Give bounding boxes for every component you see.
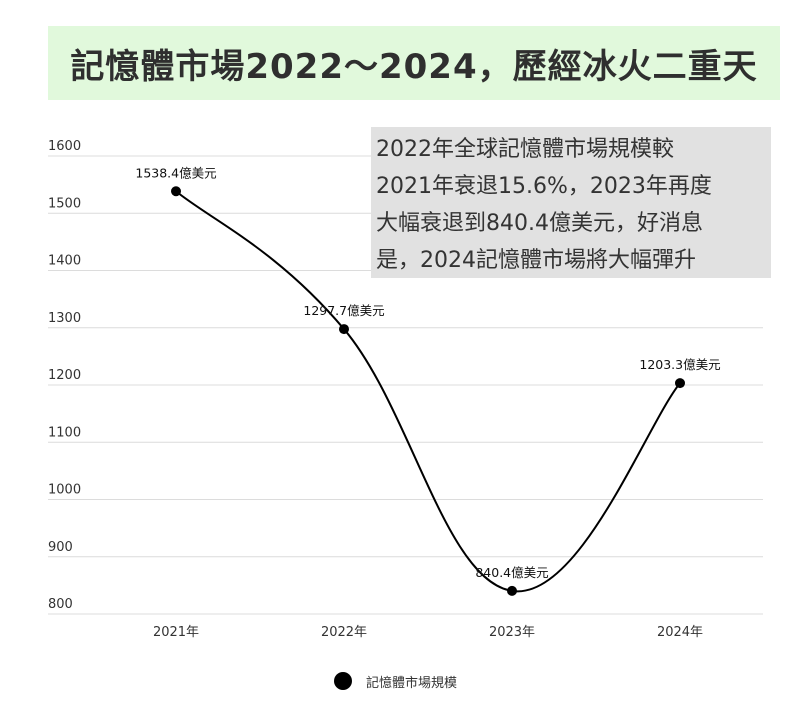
data-point-1 xyxy=(171,186,181,197)
legend: 記憶體市場規模 xyxy=(334,670,457,692)
data-label-1: 1538.4億美元 xyxy=(135,165,216,180)
x-tick-label-4: 2024年 xyxy=(657,625,703,640)
legend-marker-icon xyxy=(334,672,352,690)
series-line-group xyxy=(175,190,681,592)
data-label-2: 1297.7億美元 xyxy=(303,303,384,318)
y-tick-label-800: 800 xyxy=(48,597,73,612)
y-tick-label-1400: 1400 xyxy=(48,254,81,269)
y-tick-label-1000: 1000 xyxy=(48,483,81,498)
y-tick-label-1200: 1200 xyxy=(48,368,81,383)
y-tick-label-1300: 1300 xyxy=(48,311,81,326)
y-tick-label-1500: 1500 xyxy=(48,196,81,211)
x-axis-ticks: 2021年 2022年 2023年 2024年 xyxy=(153,625,703,640)
y-axis-ticks: 1600 1500 1400 1300 1200 1100 1000 900 800 xyxy=(48,139,81,612)
annotation-line-2: 2021年衰退15.6%，2023年再度 xyxy=(376,174,712,199)
data-point-2 xyxy=(339,324,349,335)
data-points xyxy=(171,186,685,596)
annotation-line-4: 是，2024記憶體市場將大幅彈升 xyxy=(376,248,696,273)
annotation-line-1: 2022年全球記憶體市場規模較 xyxy=(376,137,674,162)
x-tick-label-3: 2023年 xyxy=(489,625,535,640)
x-tick-label-2: 2022年 xyxy=(321,625,367,640)
chart-title: 記憶體市場2022～2024，歷經冰火二重天 xyxy=(70,46,758,87)
y-tick-label-900: 900 xyxy=(48,540,73,555)
y-tick-label-1600: 1600 xyxy=(48,139,81,154)
data-point-4 xyxy=(675,378,685,389)
annotation-line-3: 大幅衰退到840.4億美元，好消息 xyxy=(376,211,703,236)
annotation-box: 2022年全球記憶體市場規模較 2021年衰退15.6%，2023年再度 大幅衰… xyxy=(371,127,771,278)
data-point-3 xyxy=(507,585,517,596)
title-banner: 記憶體市場2022～2024，歷經冰火二重天 xyxy=(48,26,780,100)
series-line xyxy=(175,190,681,592)
data-label-4: 1203.3億美元 xyxy=(639,357,720,372)
legend-label: 記憶體市場規模 xyxy=(366,675,458,691)
data-labels: 1538.4億美元 1297.7億美元 840.4億美元 1203.3億美元 xyxy=(135,165,720,580)
y-tick-label-1100: 1100 xyxy=(48,425,81,440)
data-label-3: 840.4億美元 xyxy=(475,565,548,580)
x-tick-label-1: 2021年 xyxy=(153,625,199,640)
